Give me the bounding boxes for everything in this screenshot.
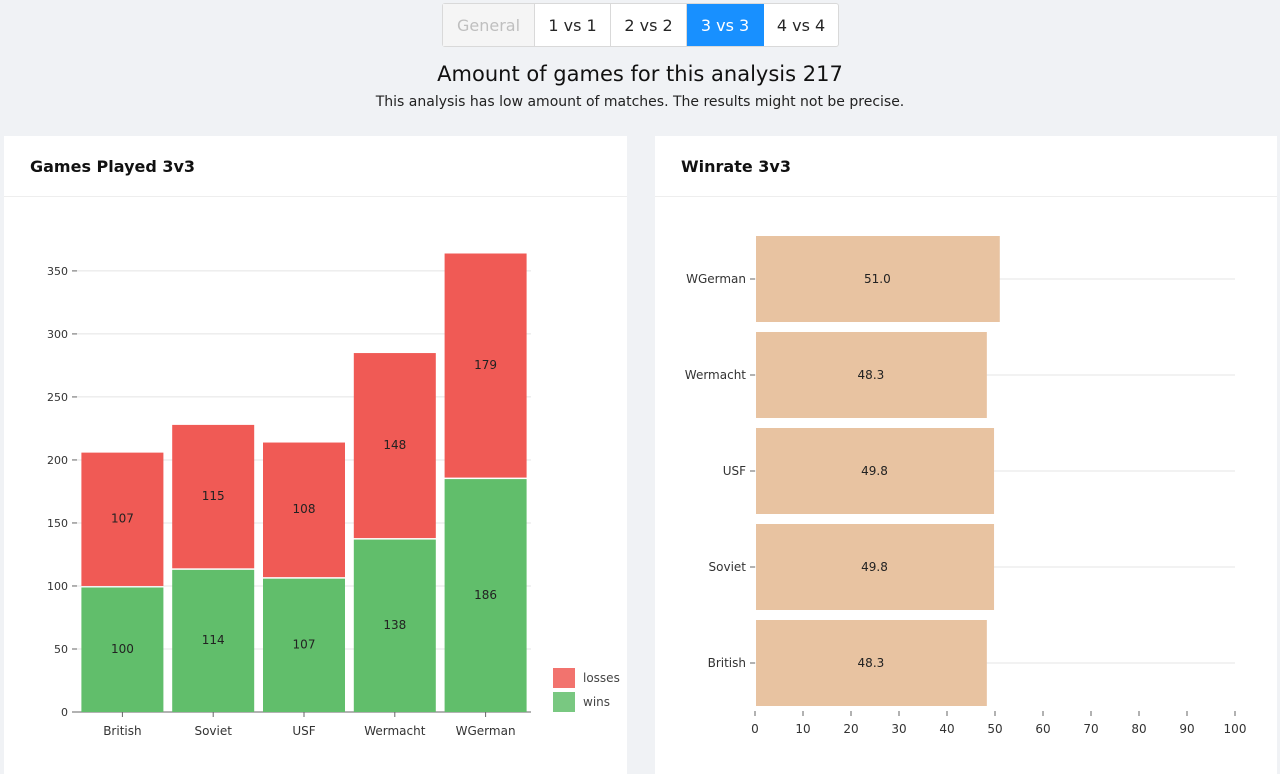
y-tick-label: British xyxy=(708,656,746,670)
y-tick-label: WGerman xyxy=(686,272,746,286)
x-tick-label: 0 xyxy=(751,722,759,736)
wins-value-label: 138 xyxy=(383,618,406,632)
losses-value-label: 115 xyxy=(202,489,225,503)
winrate-title: Winrate 3v3 xyxy=(655,136,1277,197)
winrate-bar xyxy=(756,428,995,514)
wins-bar xyxy=(172,569,255,712)
losses-value-label: 179 xyxy=(474,358,497,372)
y-tick-label: USF xyxy=(723,464,746,478)
losses-value-label: 148 xyxy=(383,438,406,452)
games-played-chart: 0 50 100 150 200 250 300 350 100 107 British 114 115… xyxy=(47,253,620,738)
x-tick-label: 90 xyxy=(1179,722,1194,736)
page-title: Amount of games for this analysis 217 xyxy=(437,62,843,86)
x-tick-label: 60 xyxy=(1035,722,1050,736)
y-tick-label: 300 xyxy=(47,328,68,341)
y-tick-label: 0 xyxy=(61,706,68,719)
winrate-value-label: 48.3 xyxy=(858,368,885,382)
x-tick-label: 10 xyxy=(795,722,810,736)
legend-swatch-wins xyxy=(553,692,575,712)
winrate-bar xyxy=(756,236,1000,322)
games-played-card: Games Played 3v3 0 50 100 150 200 250 300 350 10… xyxy=(4,136,627,774)
winrate-chart: 51.0 WGerman 48.3 Wermacht 49.8 USF 49.8 Soviet… xyxy=(685,236,1247,736)
wins-value-label: 100 xyxy=(111,642,134,656)
legend-label-wins: wins xyxy=(583,695,610,709)
y-tick-label: 200 xyxy=(47,454,68,467)
games-played-title: Games Played 3v3 xyxy=(4,136,627,197)
losses-bar xyxy=(444,253,527,478)
y-tick-label: Wermacht xyxy=(685,368,747,382)
winrate-value-label: 48.3 xyxy=(858,656,885,670)
x-tick-label: British xyxy=(103,724,141,738)
winrate-value-label: 51.0 xyxy=(864,272,891,286)
wins-bar xyxy=(263,578,345,712)
losses-bar xyxy=(172,424,255,569)
y-tick-label: 150 xyxy=(47,517,68,530)
tab-4v4[interactable]: 4 vs 4 xyxy=(776,15,826,35)
x-tick-label: USF xyxy=(292,724,315,738)
losses-bar xyxy=(263,442,345,578)
wins-value-label: 107 xyxy=(293,638,316,652)
wins-bar xyxy=(353,539,436,712)
tab-3v3[interactable]: 3 vs 3 xyxy=(687,4,764,46)
losses-value-label: 107 xyxy=(111,512,134,526)
y-tick-label: 250 xyxy=(47,391,68,404)
winrate-card: Winrate 3v3 51.0 WGerman 48.3 Wermacht 49.8 U… xyxy=(655,136,1277,774)
winrate-bar xyxy=(756,332,987,418)
x-tick-label: 30 xyxy=(891,722,906,736)
winrate-value-label: 49.8 xyxy=(861,560,888,574)
x-tick-label: Wermacht xyxy=(364,724,426,738)
x-tick-label: WGerman xyxy=(456,724,516,738)
page-subtitle: This analysis has low amount of matches.… xyxy=(375,94,905,110)
wins-bar xyxy=(81,587,164,712)
wins-value-label: 186 xyxy=(474,588,497,602)
y-tick-label: 350 xyxy=(47,265,68,278)
wins-bar xyxy=(444,479,527,712)
y-tick-label: 100 xyxy=(47,580,68,593)
losses-bar xyxy=(353,353,436,539)
x-tick-label: 40 xyxy=(939,722,954,736)
losses-bar xyxy=(81,452,164,586)
tab-1v1[interactable]: 1 vs 1 xyxy=(535,4,611,46)
winrate-bar xyxy=(756,524,995,610)
x-tick-label: 80 xyxy=(1131,722,1146,736)
y-tick-label: 50 xyxy=(54,643,68,656)
winrate-value-label: 49.8 xyxy=(861,464,888,478)
legend-label-losses: losses xyxy=(583,671,620,685)
legend-swatch-losses xyxy=(553,668,575,688)
winrate-bar xyxy=(756,620,987,706)
losses-value-label: 108 xyxy=(293,502,316,516)
tab-2v2[interactable]: 2 vs 2 xyxy=(611,4,687,46)
x-tick-label: 100 xyxy=(1224,722,1247,736)
x-tick-label: 50 xyxy=(987,722,1002,736)
analysis-tabs: General 1 vs 1 2 vs 2 3 vs 3 4 vs 4 xyxy=(442,3,839,47)
y-tick-label: Soviet xyxy=(709,560,747,574)
x-tick-label: 20 xyxy=(843,722,858,736)
x-tick-label: 70 xyxy=(1083,722,1098,736)
x-tick-label: Soviet xyxy=(194,724,232,738)
tab-general[interactable]: General xyxy=(443,4,535,46)
wins-value-label: 114 xyxy=(202,633,225,647)
